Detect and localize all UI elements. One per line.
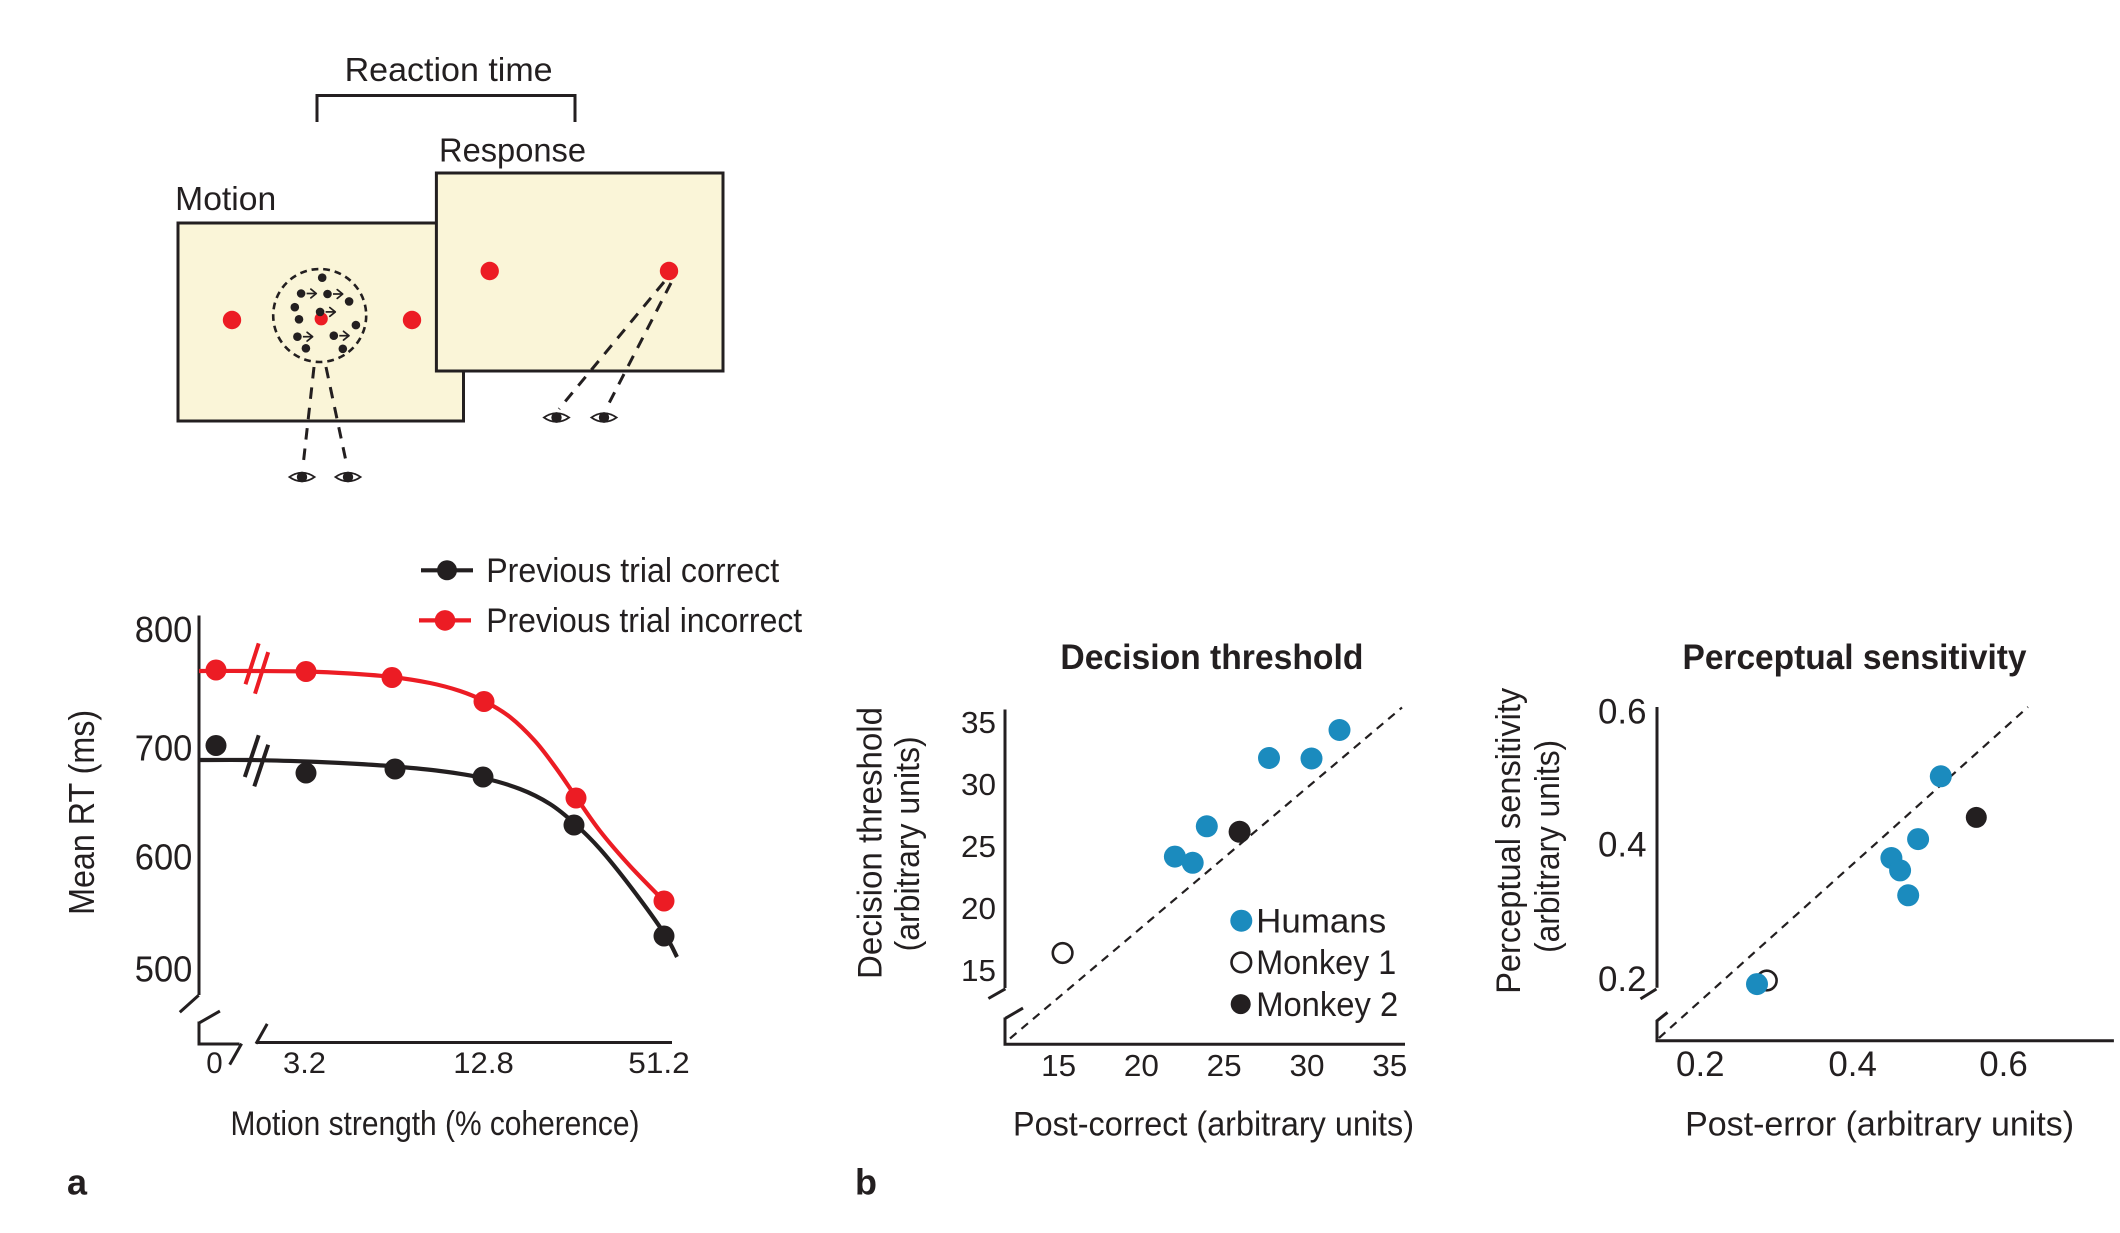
svg-text:30: 30: [961, 767, 996, 802]
svg-text:0.2: 0.2: [1676, 1045, 1725, 1084]
svg-text:0.6: 0.6: [1598, 692, 1647, 731]
svg-text:(arbitrary units): (arbitrary units): [1529, 740, 1567, 953]
svg-text:Post-correct (arbitrary units): Post-correct (arbitrary units): [1013, 1106, 1414, 1144]
svg-text:600: 600: [135, 836, 193, 877]
svg-text:25: 25: [1207, 1048, 1242, 1083]
svg-text:Motion strength (% coherence): Motion strength (% coherence): [231, 1105, 640, 1143]
svg-text:Decision threshold: Decision threshold: [1060, 638, 1363, 677]
svg-text:b: b: [855, 1162, 877, 1203]
svg-text:800: 800: [135, 609, 193, 650]
svg-text:Motion: Motion: [175, 180, 276, 217]
svg-text:Response: Response: [439, 132, 586, 169]
svg-text:Decision threshold: Decision threshold: [852, 707, 890, 979]
svg-text:30: 30: [1290, 1048, 1325, 1083]
svg-text:Previous trial correct: Previous trial correct: [486, 552, 779, 590]
svg-text:0.4: 0.4: [1598, 825, 1647, 864]
svg-text:20: 20: [1124, 1048, 1159, 1083]
svg-text:35: 35: [961, 705, 996, 740]
svg-text:12.8: 12.8: [453, 1047, 514, 1080]
svg-text:Humans: Humans: [1256, 903, 1386, 941]
svg-text:Monkey 1: Monkey 1: [1256, 944, 1396, 982]
svg-text:500: 500: [135, 948, 193, 989]
svg-text:0.4: 0.4: [1828, 1045, 1877, 1084]
svg-text:0: 0: [206, 1047, 222, 1080]
svg-text:Monkey 2: Monkey 2: [1256, 986, 1398, 1024]
svg-text:Perceptual sensitivity: Perceptual sensitivity: [1683, 638, 2027, 677]
svg-text:20: 20: [961, 891, 996, 926]
svg-text:3.2: 3.2: [283, 1047, 326, 1080]
svg-text:25: 25: [961, 829, 996, 864]
svg-text:15: 15: [1041, 1048, 1076, 1083]
svg-text:Previous trial incorrect: Previous trial incorrect: [486, 602, 802, 640]
svg-text:15: 15: [961, 953, 996, 988]
svg-text:a: a: [67, 1162, 88, 1203]
svg-text:0.6: 0.6: [1979, 1045, 2028, 1084]
svg-text:Post-error (arbitrary units): Post-error (arbitrary units): [1685, 1106, 2074, 1144]
svg-text:35: 35: [1372, 1048, 1407, 1083]
svg-text:(arbitrary units): (arbitrary units): [889, 736, 927, 951]
svg-text:Perceptual sensitivity: Perceptual sensitivity: [1490, 688, 1528, 994]
svg-text:51.2: 51.2: [628, 1047, 690, 1080]
svg-text:Reaction time: Reaction time: [345, 51, 553, 88]
svg-text:Mean RT (ms): Mean RT (ms): [61, 710, 102, 915]
svg-text:700: 700: [135, 727, 193, 768]
svg-text:0.2: 0.2: [1598, 960, 1647, 999]
